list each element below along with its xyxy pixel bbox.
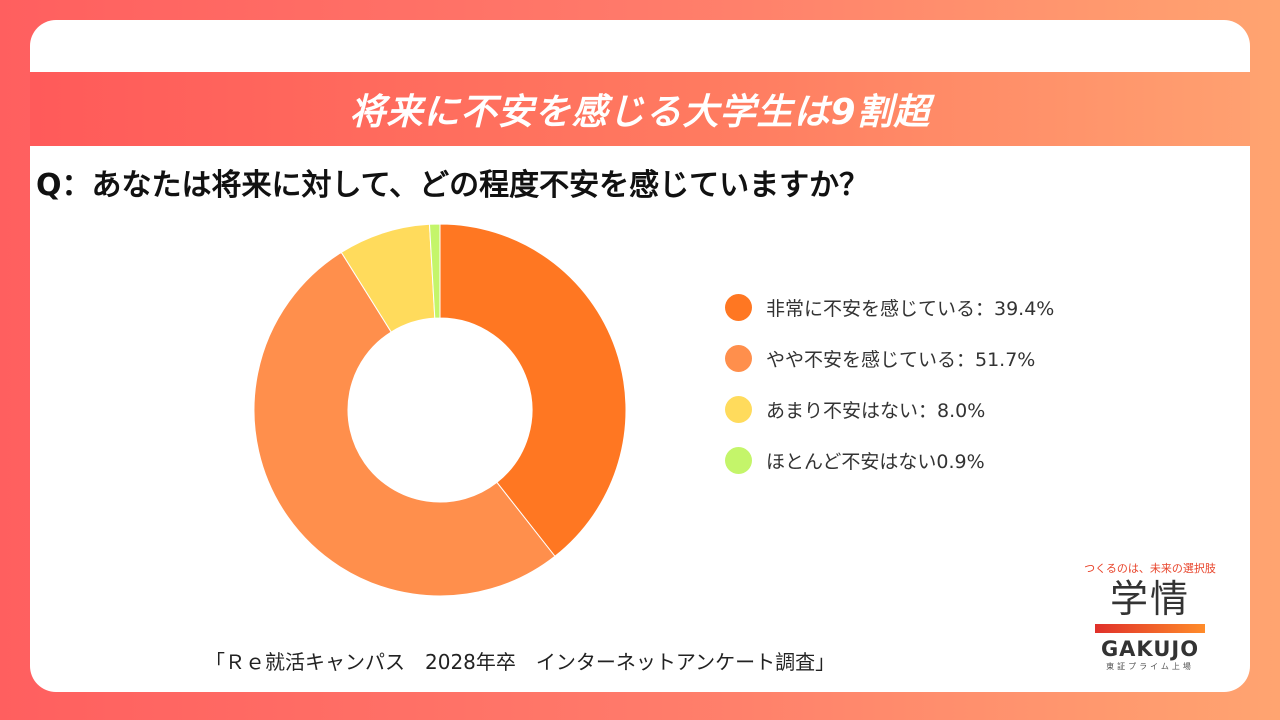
legend-item: ほとんど不安はない0.9% [725,435,1054,486]
gakujo-logo: つくるのは、未来の選択肢 学情 GAKUJO 東証プライム上場 [1080,560,1220,672]
legend-swatch [725,396,752,423]
donut-slice-1 [439,223,627,557]
logo-english: GAKUJO [1100,637,1200,661]
logo-sub: 東証プライム上場 [1106,662,1194,671]
legend-swatch [725,294,752,321]
legend-label: ほとんど不安はない0.9% [766,451,985,473]
legend-swatch [725,345,752,372]
donut-slice-2 [253,251,556,597]
card: 将来に不安を感じる大学生は9割超 Q：あなたは将来に対して、どの程度不安を感じて… [30,20,1250,692]
logo-kanji: 学情 [1109,577,1190,621]
donut-slice-4 [428,223,441,319]
donut-chart [253,223,627,597]
banner-title: 将来に不安を感じる大学生は9割超 [349,92,931,133]
logo-tagline: つくるのは、未来の選択肢 [1084,562,1216,575]
legend-label: あまり不安はない：8.0% [766,400,986,422]
title-banner: 将来に不安を感じる大学生は9割超 [30,72,1250,146]
logo-bar [1095,624,1205,633]
legend-item: 非常に不安を感じている：39.4% [725,282,1054,333]
legend-item: やや不安を感じている：51.7% [725,333,1054,384]
question-text: Q：あなたは将来に対して、どの程度不安を感じていますか？ [36,168,870,203]
source-note: 「Ｒｅ就活キャンパス 2028年卒 インターネットアンケート調査」 [205,650,836,674]
legend-label: やや不安を感じている：51.7% [766,349,1036,371]
legend-label: 非常に不安を感じている：39.4% [766,298,1055,320]
legend-item: あまり不安はない：8.0% [725,384,1054,435]
legend-swatch [725,447,752,474]
legend: 非常に不安を感じている：39.4% やや不安を感じている：51.7% あまり不安はな… [725,282,1054,486]
